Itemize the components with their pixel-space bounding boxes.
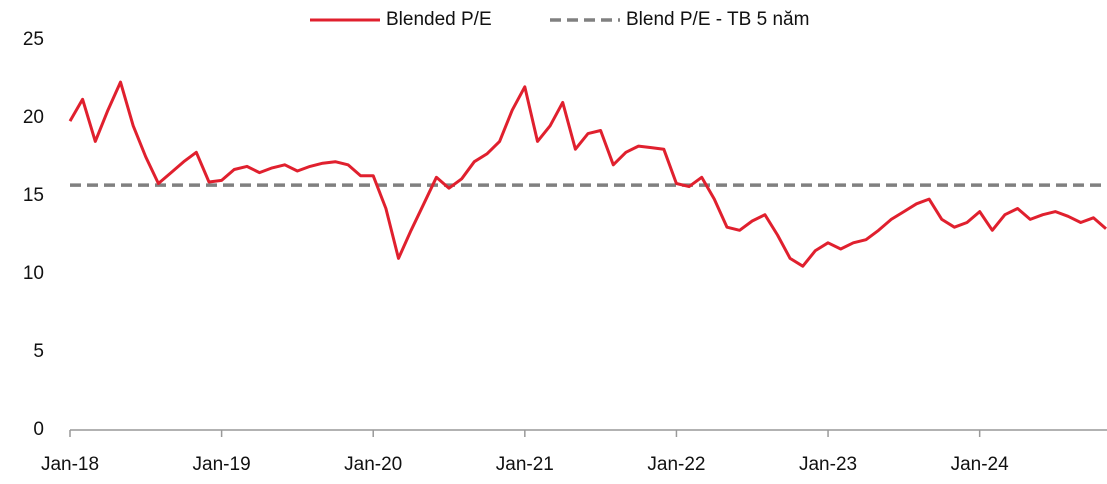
x-tick-label: Jan-18 xyxy=(41,454,99,475)
x-tick-label: Jan-24 xyxy=(951,454,1010,475)
x-tick-label: Jan-19 xyxy=(193,454,251,475)
series-line xyxy=(68,80,1107,268)
x-tick-label: Jan-21 xyxy=(496,454,554,475)
y-tick-label: 15 xyxy=(23,185,44,206)
legend-label: Blend P/E - TB 5 năm xyxy=(626,9,809,30)
y-tick-label: 0 xyxy=(33,419,44,440)
x-tick-label: Jan-22 xyxy=(647,454,705,475)
x-tick-label: Jan-20 xyxy=(344,454,402,475)
x-tick-label: Jan-23 xyxy=(799,454,857,475)
y-tick-label: 25 xyxy=(23,29,44,50)
y-tick-label: 5 xyxy=(33,341,44,362)
y-tick-label: 20 xyxy=(23,107,44,128)
legend-label: Blended P/E xyxy=(386,9,492,30)
y-tick-label: 10 xyxy=(23,263,44,284)
